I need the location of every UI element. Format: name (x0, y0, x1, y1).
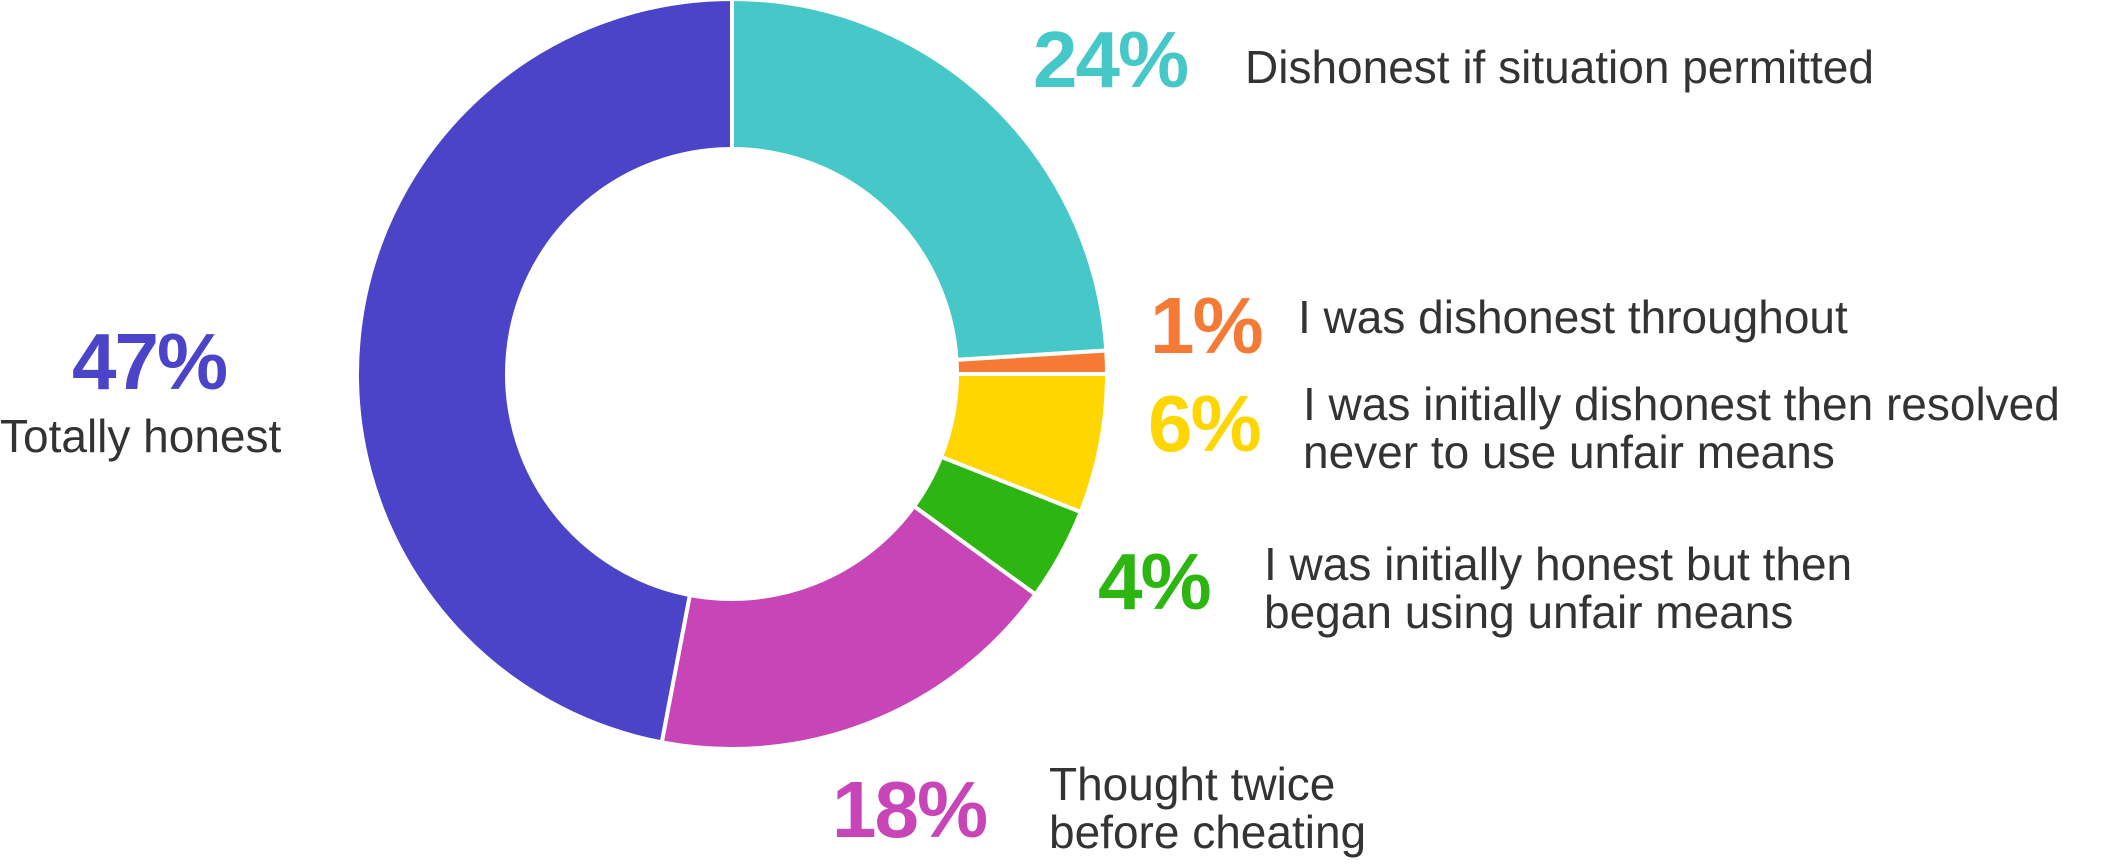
donut-slice-0 (730, 0, 1109, 362)
donut-slice-4 (659, 504, 1038, 751)
slice-label-2: I was initially dishonest then resolved … (1303, 380, 2060, 476)
slice-label-4-line-1: Thought twice (1049, 758, 1336, 810)
donut-slice-5 (355, 0, 734, 745)
slice-percent-0: 24% (1033, 15, 1189, 104)
slice-label-0: Dishonest if situation permitted (1245, 41, 1874, 93)
slice-percent-3: 4% (1098, 537, 1212, 626)
slice-percent-5: 47% (72, 317, 228, 406)
slice-label-5: Totally honest (0, 410, 282, 462)
slice-label-3-line-1: I was initially honest but then (1264, 538, 1853, 590)
slice-label-4-line-2: before cheating (1049, 806, 1367, 858)
slice-percent-1: 1% (1150, 281, 1264, 370)
slice-label-2-line-2: never to use unfair means (1303, 426, 1835, 478)
slice-percent-4: 18% (832, 765, 988, 854)
slice-label-3: I was initially honest but then began us… (1264, 540, 1852, 636)
slice-label-4: Thought twice before cheating (1049, 760, 1366, 856)
slice-percent-2: 6% (1148, 379, 1262, 468)
slice-label-1: I was dishonest throughout (1298, 291, 1848, 343)
slice-label-2-line-1: I was initially dishonest then resolved (1303, 378, 2060, 430)
slice-label-3-line-2: began using unfair means (1264, 586, 1794, 638)
